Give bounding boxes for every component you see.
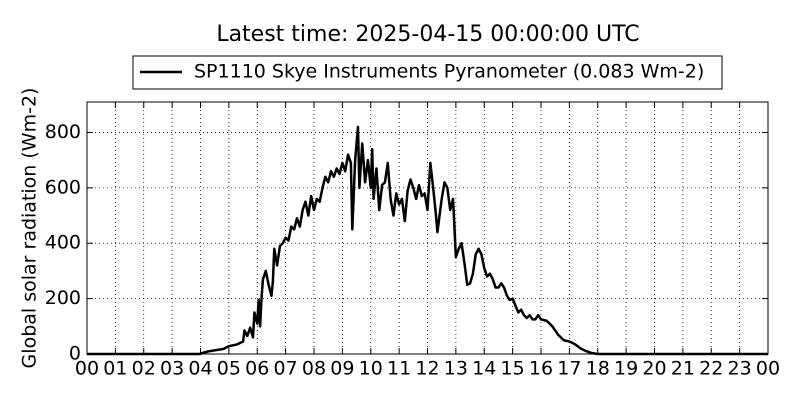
- x-tick-label: 15: [501, 358, 525, 380]
- legend-label: SP1110 Skye Instruments Pyranometer (0.0…: [194, 61, 704, 83]
- plot-frame: [86, 101, 769, 355]
- x-tick-label: 02: [132, 358, 156, 380]
- y-axis-label: Global solar radiation (Wm-2): [19, 88, 41, 369]
- y-tick-label: 600: [45, 176, 81, 198]
- x-tick-label: 04: [188, 358, 212, 380]
- x-tick-label: 22: [699, 358, 723, 380]
- x-tick-label: 07: [274, 358, 298, 380]
- x-tick-label: 10: [359, 358, 383, 380]
- chart-title: Latest time: 2025-04-15 00:00:00 UTC: [216, 22, 639, 47]
- x-tick-label: 21: [671, 358, 695, 380]
- x-tick-label: 03: [160, 358, 184, 380]
- x-tick-label: 23: [728, 358, 752, 380]
- x-tick-label: 11: [387, 358, 411, 380]
- x-tick-label: 09: [330, 358, 354, 380]
- y-tick-label: 200: [45, 287, 81, 309]
- x-tick-label: 12: [415, 358, 439, 380]
- x-tick-label: 00: [75, 358, 99, 380]
- y-tick-label: 800: [45, 121, 81, 143]
- x-tick-label: 14: [472, 358, 496, 380]
- y-tick-label: 0: [69, 343, 81, 365]
- x-tick-label: 18: [586, 358, 610, 380]
- x-tick-label: 17: [557, 358, 581, 380]
- y-tick-label: 400: [45, 232, 81, 254]
- x-tick-label: 16: [529, 358, 553, 380]
- x-tick-label: 19: [614, 358, 638, 380]
- x-tick-label: 05: [217, 358, 241, 380]
- x-tick-label: 13: [444, 358, 468, 380]
- x-tick-label: 06: [245, 358, 269, 380]
- x-tick-label: 00: [756, 358, 780, 380]
- x-tick-label: 08: [302, 358, 326, 380]
- legend-box: [132, 55, 723, 90]
- data-line: [87, 125, 768, 356]
- x-tick-label: 01: [103, 358, 127, 380]
- x-tick-label: 20: [642, 358, 666, 380]
